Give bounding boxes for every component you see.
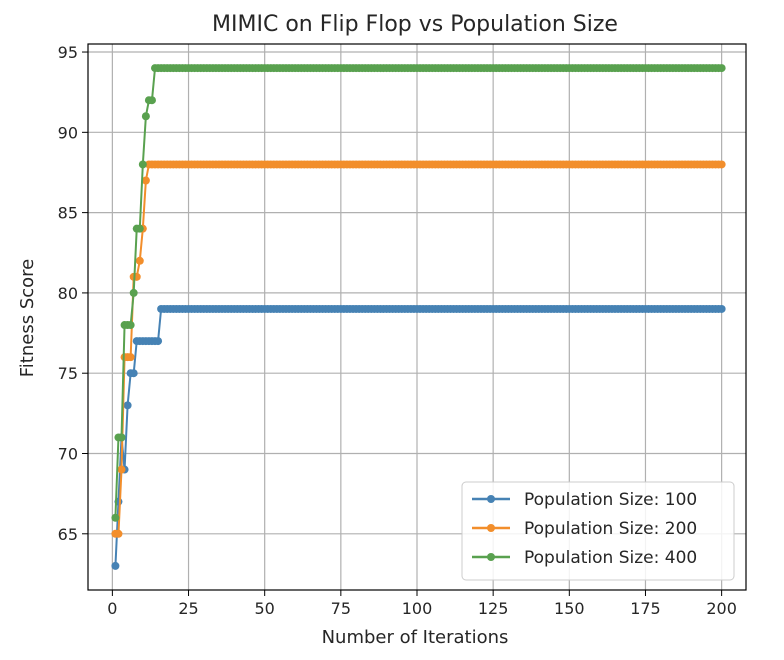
data-point: [111, 513, 120, 522]
y-tick-label: 85: [58, 204, 78, 223]
series-1: [111, 304, 726, 570]
data-point: [114, 529, 123, 538]
y-axis-label: Fitness Score: [17, 259, 38, 377]
x-tick-label: 0: [107, 599, 117, 618]
series-2: [111, 160, 726, 538]
data-point: [141, 176, 150, 185]
x-tick-label: 175: [630, 599, 661, 618]
data-point: [135, 224, 144, 233]
data-point: [138, 160, 147, 169]
data-point: [717, 160, 726, 169]
y-tick-label: 95: [58, 43, 78, 62]
data-point: [129, 288, 138, 297]
data-point: [147, 96, 156, 105]
legend: Population Size: 100 Population Size: 200…: [461, 481, 735, 581]
series-3: [111, 64, 726, 522]
data-point: [117, 433, 126, 442]
x-tick-label: 150: [554, 599, 585, 618]
x-axis-label: Number of Iterations: [322, 627, 509, 648]
data-point: [123, 401, 132, 410]
y-tick-label: 75: [58, 364, 78, 383]
x-axis-ticks: 0 25 50 75 100 125 150 175 200: [107, 590, 737, 618]
plot-area: 0 25 50 75 100 125 150 175 200 65 70 75 80 85 90 95: [58, 43, 747, 618]
y-axis-ticks: 65 70 75 80 85 90 95: [58, 43, 88, 544]
grid: [88, 44, 746, 590]
data-point: [717, 64, 726, 73]
legend-swatch-marker: [487, 524, 495, 532]
data-point: [117, 465, 126, 474]
legend-box: [461, 481, 735, 581]
y-tick-label: 70: [58, 445, 78, 464]
legend-item: Population Size: 100: [472, 490, 697, 510]
data-point: [126, 353, 135, 362]
x-tick-label: 25: [178, 599, 198, 618]
legend-swatch-marker: [487, 553, 495, 561]
legend-label: Population Size: 400: [524, 548, 697, 568]
x-tick-label: 100: [402, 599, 433, 618]
data-point: [129, 369, 138, 378]
chart-title: MIMIC on Flip Flop vs Population Size: [212, 12, 618, 37]
legend-label: Population Size: 200: [524, 519, 697, 539]
x-tick-label: 200: [706, 599, 737, 618]
x-tick-label: 75: [331, 599, 351, 618]
data-point: [154, 337, 163, 346]
data-point: [717, 304, 726, 313]
legend-swatch-marker: [487, 495, 495, 503]
series-line: [115, 163, 722, 535]
x-tick-label: 50: [255, 599, 275, 618]
y-tick-label: 90: [58, 123, 78, 142]
data-point: [126, 321, 135, 330]
y-tick-label: 65: [58, 525, 78, 544]
legend-item: Population Size: 200: [472, 519, 697, 539]
data-point: [135, 256, 144, 265]
legend-label: Population Size: 100: [524, 490, 697, 510]
data-point: [141, 112, 150, 121]
legend-item: Population Size: 400: [472, 548, 697, 568]
x-tick-label: 125: [478, 599, 509, 618]
y-tick-label: 80: [58, 284, 78, 303]
data-point: [111, 561, 120, 570]
series-layer: [111, 64, 726, 570]
